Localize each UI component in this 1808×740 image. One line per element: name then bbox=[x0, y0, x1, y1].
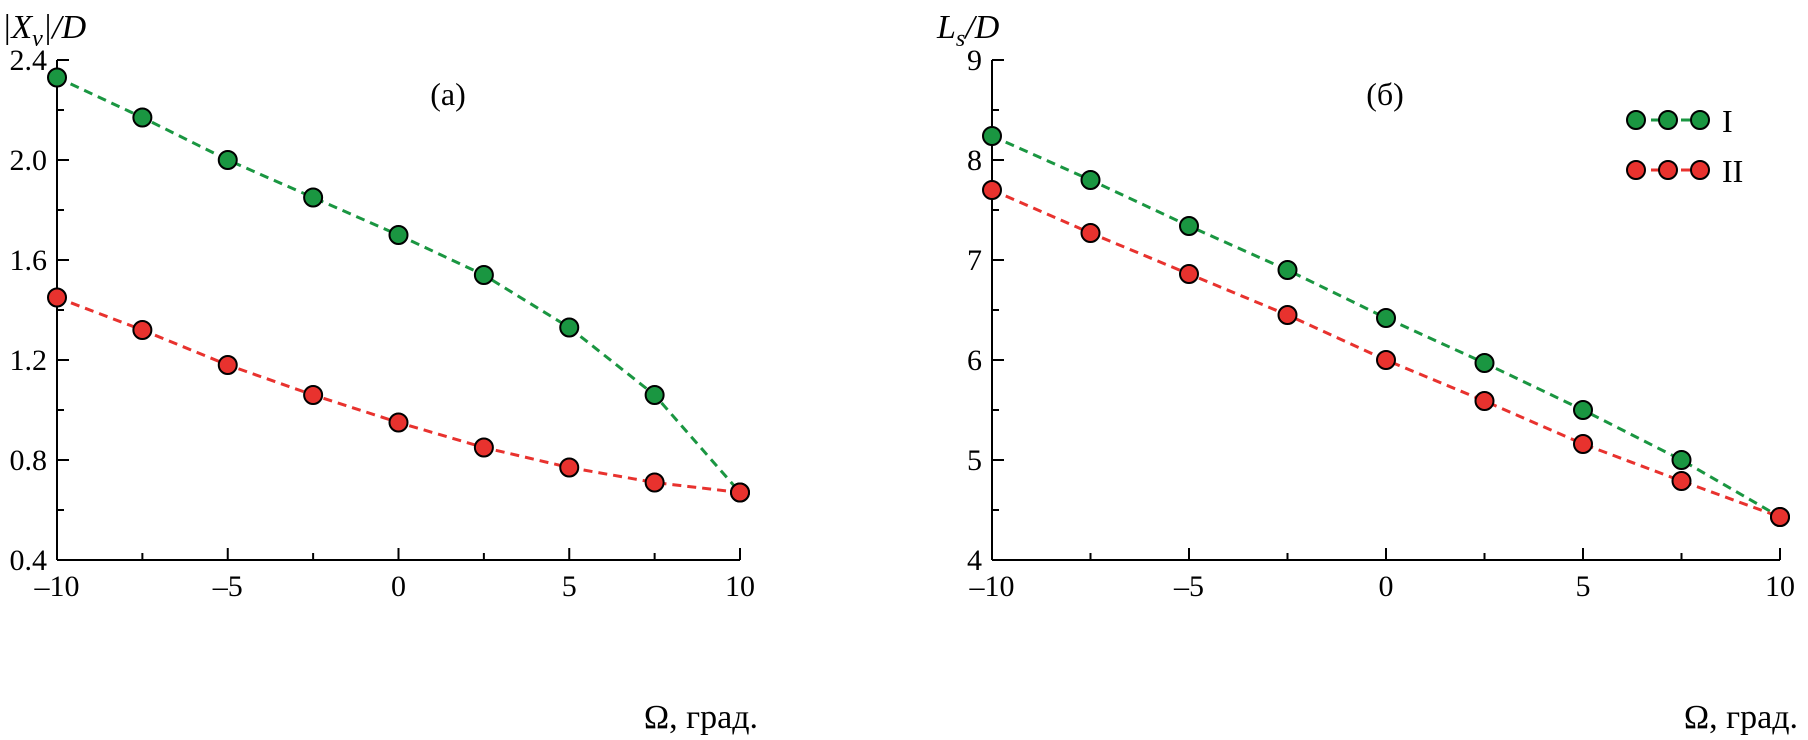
data-point-b-II bbox=[1474, 391, 1495, 411]
y-tick-label-a: 0.4 bbox=[10, 544, 48, 577]
chart-panel-b: 4 5 6 7 8 9 –10 –5 0 5 10 Ls/D Ω, град. (б) bbox=[936, 9, 1798, 736]
data-point-a-II bbox=[217, 355, 238, 375]
legend-marker-I bbox=[1626, 110, 1646, 130]
data-point-a-II bbox=[132, 320, 153, 340]
data-point-b-II bbox=[1573, 434, 1593, 454]
data-point-b-I bbox=[1474, 353, 1495, 373]
data-point-b-II bbox=[1376, 350, 1396, 370]
y-tick-label-a: 2.4 bbox=[10, 44, 48, 77]
data-point-b-II bbox=[1671, 471, 1692, 491]
x-tick-label-b: –5 bbox=[1173, 570, 1204, 603]
data-point-b-II bbox=[982, 180, 1002, 200]
legend: III bbox=[1626, 103, 1743, 189]
y-tick-label-b: 6 bbox=[967, 344, 982, 377]
data-point-a-I bbox=[388, 225, 409, 245]
data-point-b-I bbox=[1671, 450, 1692, 470]
legend-marker-II bbox=[1626, 160, 1646, 180]
y-tick-label-a: 1.2 bbox=[10, 344, 48, 377]
x-tick-label-b: 5 bbox=[1576, 570, 1591, 603]
y-tick-label-b: 5 bbox=[967, 444, 982, 477]
data-point-a-II bbox=[473, 437, 494, 458]
series-line-a-II bbox=[56, 296, 741, 494]
data-point-a-II bbox=[644, 472, 665, 493]
y-tick-label-b: 7 bbox=[967, 244, 982, 277]
data-point-b-I bbox=[982, 126, 1002, 146]
data-point-b-I bbox=[1179, 216, 1199, 236]
x-tick-label-b: 10 bbox=[1765, 570, 1795, 603]
legend-marker-II bbox=[1690, 160, 1710, 180]
data-point-a-II bbox=[559, 457, 580, 478]
data-point-b-I bbox=[1376, 308, 1396, 328]
data-point-a-II bbox=[303, 385, 324, 405]
x-tick-label-a: 10 bbox=[725, 570, 755, 603]
x-tick-label-a: –5 bbox=[212, 570, 243, 603]
panel-label-a: (а) bbox=[430, 76, 466, 112]
data-point-b-I bbox=[1277, 260, 1298, 280]
legend-label-I: I bbox=[1722, 103, 1733, 139]
x-axis-title-b: Ω, град. bbox=[1684, 699, 1798, 736]
data-point-b-I bbox=[1080, 170, 1101, 190]
x-tick-label-b: –10 bbox=[969, 570, 1015, 603]
x-tick-label-a: 5 bbox=[562, 570, 577, 603]
x-axis-title-a: Ω, град. bbox=[644, 699, 758, 736]
legend-marker-II bbox=[1658, 160, 1678, 180]
data-point-a-I bbox=[473, 265, 494, 285]
y-tick-label-b: 8 bbox=[967, 144, 982, 177]
y-axis-title-a: |Xv|/D bbox=[2, 9, 87, 52]
legend-label-II: II bbox=[1722, 153, 1743, 189]
y-tick-label-a: 2.0 bbox=[10, 144, 48, 177]
y-tick-label-a: 0.8 bbox=[10, 444, 48, 477]
data-point-a-II bbox=[47, 287, 67, 308]
data-point-a-I bbox=[559, 317, 580, 338]
data-point-b-II bbox=[1770, 507, 1790, 527]
data-point-b-I bbox=[1573, 400, 1593, 420]
y-axis-title-b: Ls/D bbox=[936, 9, 1000, 52]
legend-marker-I bbox=[1658, 110, 1678, 130]
y-tick-label-b: 9 bbox=[967, 44, 982, 77]
data-point-a-I bbox=[217, 150, 238, 170]
data-point-a-II bbox=[730, 482, 750, 503]
y-tick-label-b: 4 bbox=[967, 544, 982, 577]
chart-panel-a: 0.4 0.8 1.2 1.6 2.0 2.4 –10 –5 0 5 10 |Xv|/D Ω, град… bbox=[2, 9, 758, 736]
data-point-a-II bbox=[388, 412, 409, 433]
data-point-a-I bbox=[47, 67, 67, 88]
data-point-a-I bbox=[303, 187, 324, 208]
legend-marker-I bbox=[1690, 110, 1710, 130]
x-tick-label-b: 0 bbox=[1379, 570, 1394, 603]
y-tick-label-a: 1.6 bbox=[10, 244, 48, 277]
data-point-b-II bbox=[1179, 264, 1199, 284]
x-tick-label-a: 0 bbox=[391, 570, 406, 603]
series-line-b-II bbox=[991, 188, 1781, 519]
series-line-b-I bbox=[991, 134, 1781, 519]
x-tick-label-a: –10 bbox=[34, 570, 80, 603]
data-point-b-II bbox=[1277, 305, 1298, 325]
data-point-a-I bbox=[132, 107, 153, 128]
data-point-b-II bbox=[1080, 223, 1101, 243]
panel-label-b: (б) bbox=[1366, 76, 1404, 112]
data-point-a-I bbox=[644, 385, 665, 405]
